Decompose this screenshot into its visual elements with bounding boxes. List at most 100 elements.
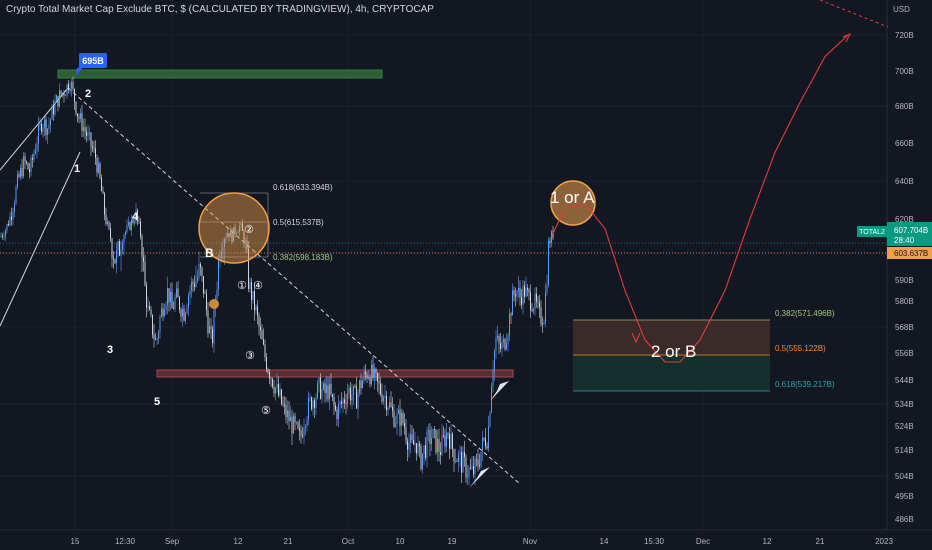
candle-body — [83, 127, 84, 131]
secondary-price-badge[interactable]: 603.637B — [887, 247, 932, 259]
candle-body — [2, 235, 3, 237]
candle-body — [56, 95, 57, 102]
y-tick-label: 700B — [895, 67, 914, 76]
candle-body — [489, 412, 491, 427]
candle-body — [66, 84, 68, 96]
candle-body — [65, 95, 66, 97]
candle-body — [99, 163, 101, 178]
candle-body — [36, 143, 38, 151]
candle-body — [293, 415, 294, 434]
circled-label-5: ⑤ — [261, 405, 271, 417]
candle-body — [243, 230, 245, 242]
candle-body — [315, 397, 317, 408]
target-line-dashed[interactable] — [819, 0, 889, 28]
candle-body — [78, 116, 80, 119]
high-label-badge[interactable]: 695B — [76, 53, 107, 76]
candle-body — [389, 402, 390, 408]
high-label-text: 695B — [82, 56, 104, 66]
candle-body — [105, 214, 107, 225]
candle-body — [210, 326, 212, 329]
candle-body — [195, 280, 197, 287]
candle-body — [158, 332, 159, 339]
candle-body — [482, 437, 483, 452]
candle-body — [461, 452, 462, 473]
candle-body — [422, 453, 423, 469]
candle-body — [266, 357, 267, 370]
x-tick-label: 12 — [763, 537, 772, 546]
candle-body — [90, 132, 92, 147]
candle-body — [230, 229, 231, 237]
currency-label: USD — [893, 5, 910, 14]
candle-body — [318, 377, 320, 383]
x-tick-label: 15:30 — [644, 537, 665, 546]
candle-body — [263, 339, 264, 345]
candle-body — [492, 370, 494, 387]
wave-label-4: 4 — [132, 211, 139, 223]
candle-body — [366, 374, 368, 379]
candle-body — [432, 429, 434, 438]
projection-path[interactable] — [552, 34, 849, 363]
candle-body — [348, 387, 350, 394]
candle-body — [6, 224, 8, 231]
x-tick-label: 15 — [71, 537, 80, 546]
candle-body — [321, 388, 323, 399]
candle-body — [102, 191, 104, 194]
candle-body — [218, 260, 219, 290]
support-zone[interactable] — [156, 369, 514, 378]
candle-body — [314, 400, 315, 408]
candle-body — [383, 397, 384, 402]
candle-body — [324, 383, 326, 393]
candle-body — [441, 435, 443, 455]
candle-body — [474, 458, 476, 475]
fib-left-0618-label: 0.618(633.394B) — [273, 183, 333, 192]
chart-title: Crypto Total Market Cap Exclude BTC, $ (… — [6, 4, 434, 15]
candle-body — [527, 287, 528, 290]
symbol-price-badge[interactable]: TOTAL2 607.704B 28:40 — [857, 222, 932, 246]
candle-body — [525, 287, 527, 297]
candle-body — [176, 288, 177, 298]
candle-body — [258, 315, 260, 327]
candle-body — [123, 235, 125, 243]
candle-body — [501, 342, 503, 349]
candle-body — [443, 435, 444, 436]
candle-body — [17, 174, 18, 188]
candle-body — [131, 219, 132, 230]
candle-body — [107, 221, 108, 225]
y-tick-label: 504B — [895, 472, 914, 481]
candle-body — [77, 113, 78, 117]
candle-body — [438, 439, 440, 452]
candle-body — [395, 423, 396, 427]
candle-body — [255, 306, 257, 311]
fib-right-0618-label: 0.618(539.217B) — [775, 380, 835, 389]
candle-body — [401, 412, 402, 426]
symbol-price: 607.704B — [894, 226, 928, 235]
fibonacci-right[interactable] — [573, 319, 770, 392]
candle-body — [371, 364, 372, 385]
candle-body — [282, 404, 284, 405]
candle-body — [479, 465, 480, 467]
channel-line-lower[interactable] — [0, 151, 81, 327]
y-tick-label: 720B — [895, 31, 914, 40]
fib-right-0382-label: 0.382(571.496B) — [775, 309, 835, 318]
candle-body — [302, 435, 303, 437]
candle-body — [30, 158, 32, 173]
candle-body — [444, 435, 446, 447]
candle-body — [113, 258, 114, 260]
resistance-zone-top[interactable] — [57, 69, 383, 79]
candle-body — [369, 377, 371, 385]
candle-body — [168, 288, 170, 303]
candle-body — [167, 288, 168, 305]
candle-body — [74, 89, 75, 102]
candle-body — [87, 132, 89, 136]
candle-body — [360, 380, 362, 389]
candle-body — [288, 410, 290, 422]
candle-body — [420, 446, 422, 469]
highlight-circle-left[interactable] — [198, 192, 270, 264]
candle-body — [428, 429, 429, 432]
x-tick-label: 21 — [284, 537, 293, 546]
trendline-dashed[interactable] — [67, 87, 521, 485]
candle-body — [143, 256, 144, 262]
candle-body — [281, 389, 282, 405]
candle-body — [375, 368, 377, 373]
